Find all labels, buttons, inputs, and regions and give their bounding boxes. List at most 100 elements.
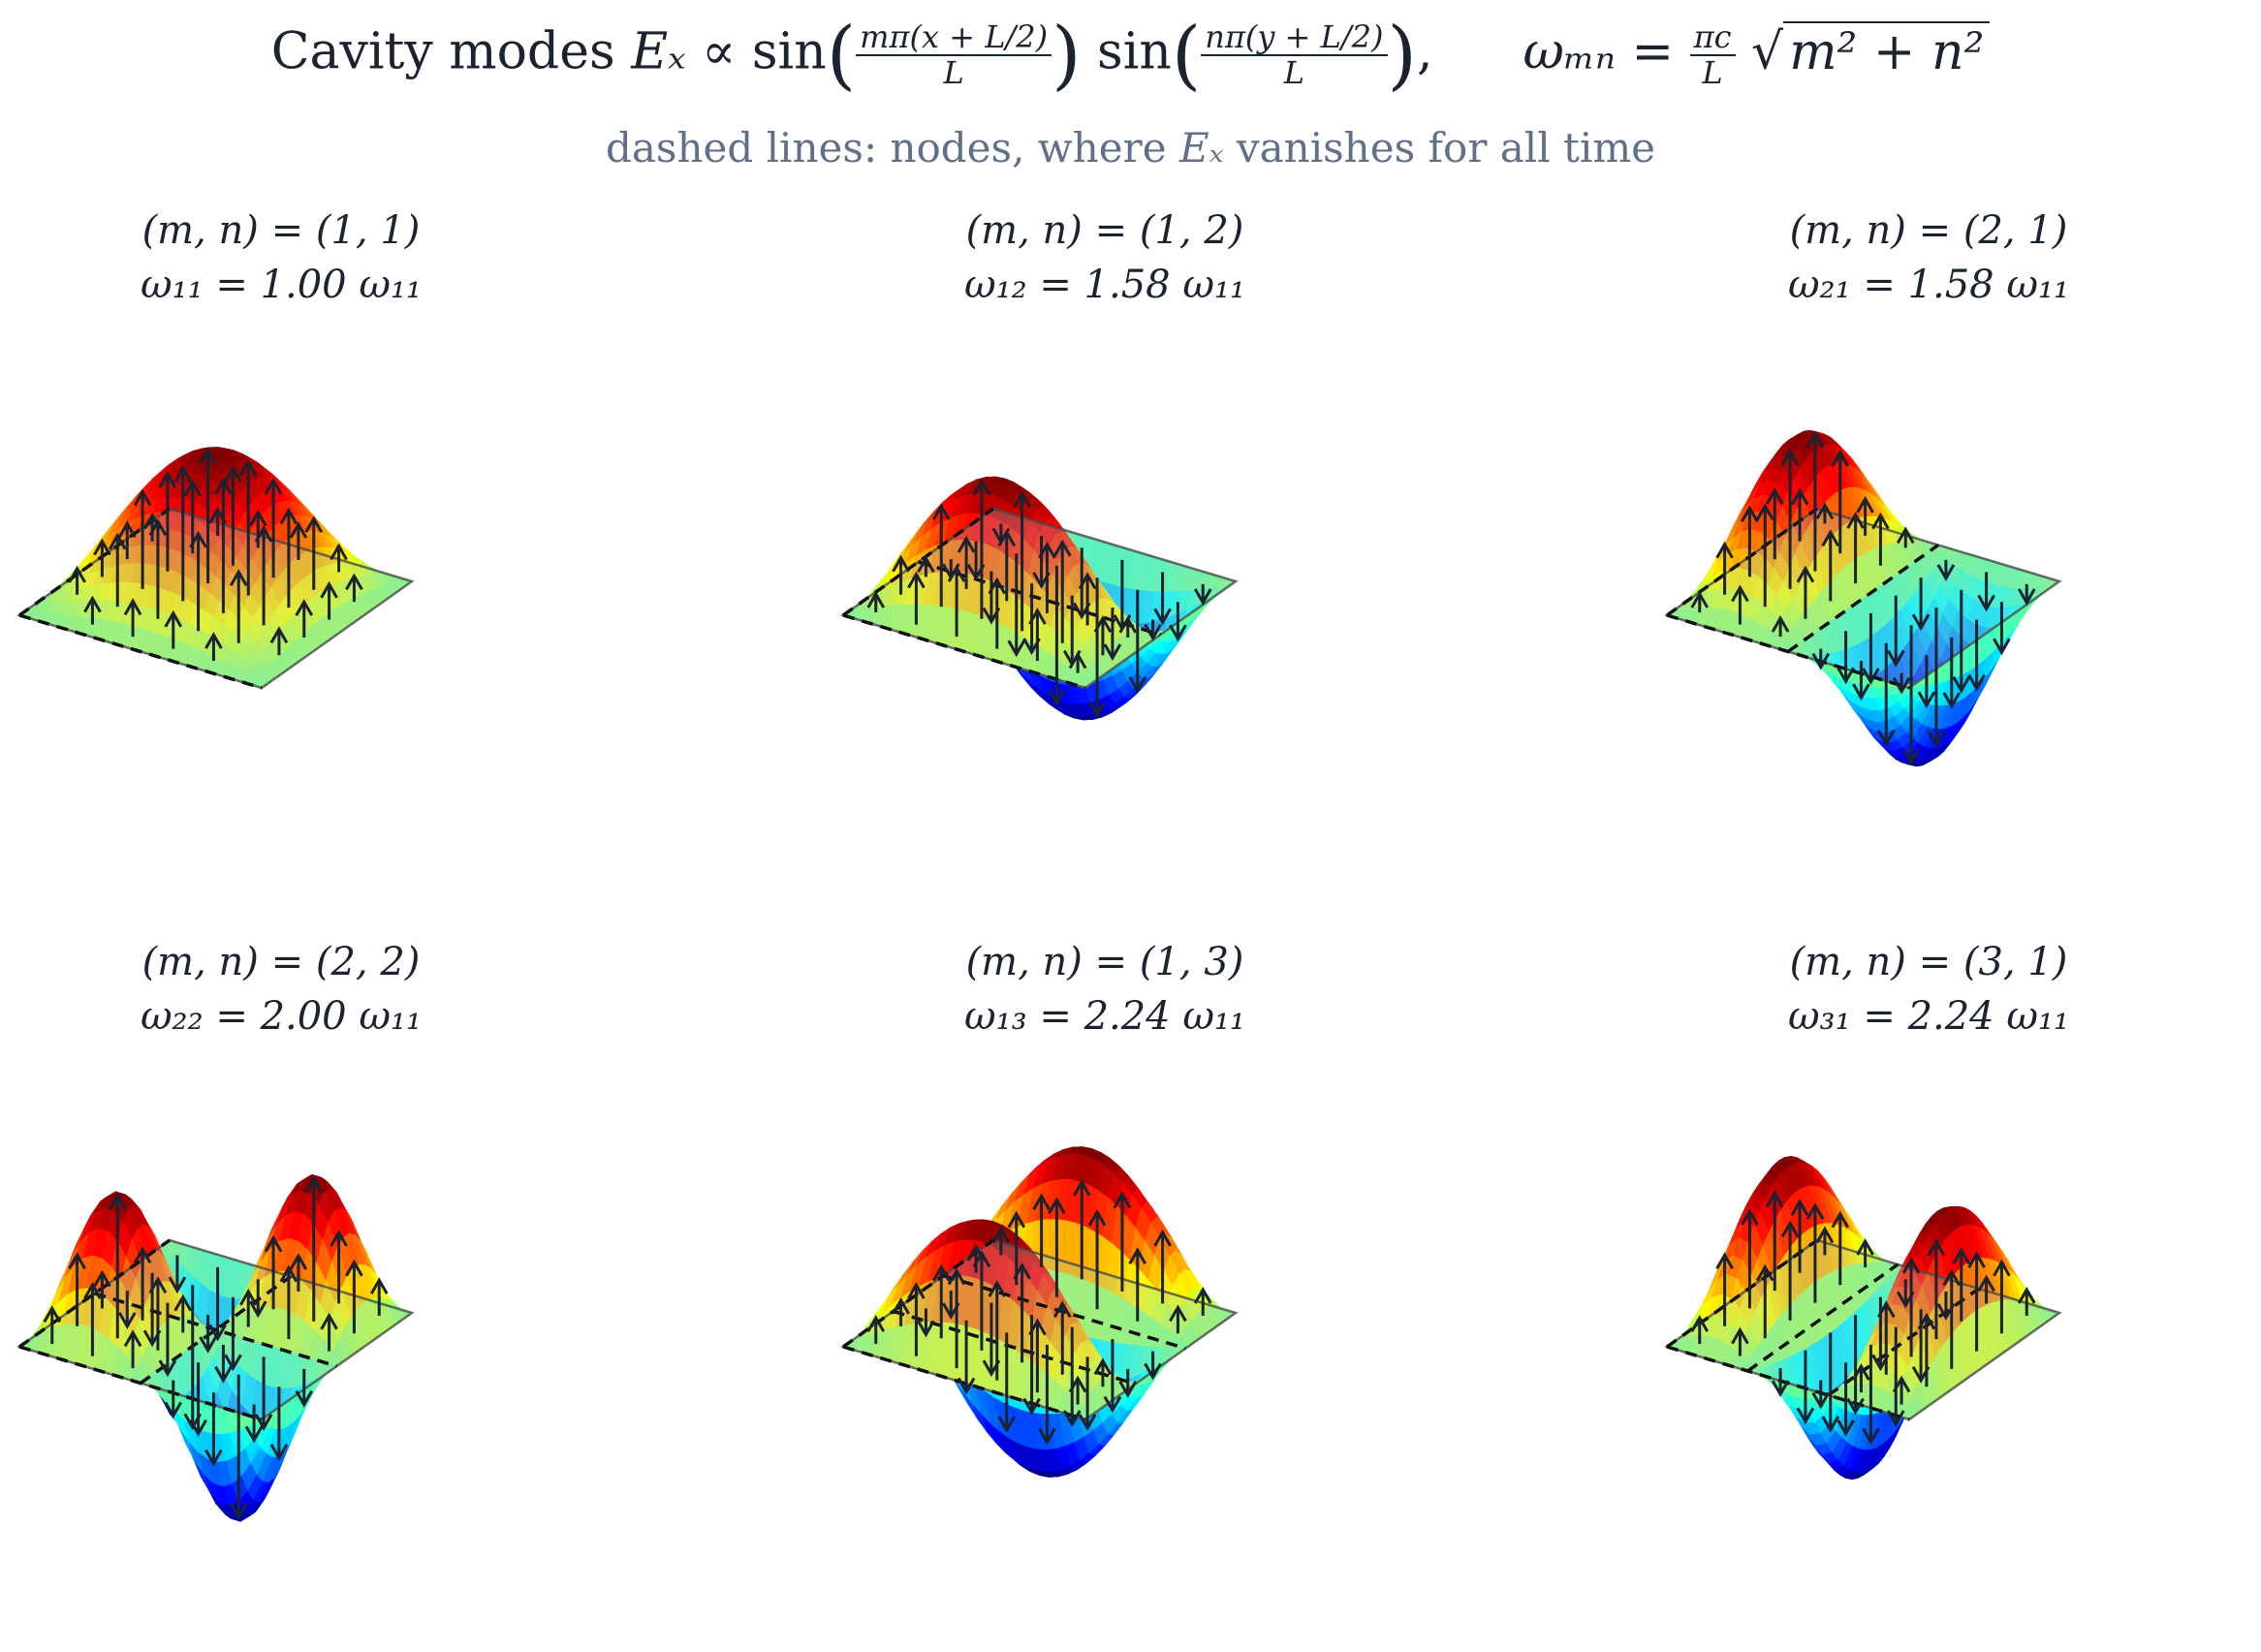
panel-title: (m, n) = (2, 1) ω₂₁ = 1.58 ω₁₁ bbox=[1657, 203, 2200, 312]
field-arrow bbox=[208, 1266, 227, 1342]
field-arrow bbox=[892, 554, 910, 595]
field-arrow bbox=[224, 465, 242, 566]
field-arrow bbox=[1993, 1259, 2011, 1334]
field-arrows bbox=[1690, 1190, 2036, 1446]
field-arrow bbox=[907, 1282, 926, 1356]
mode-label: (m, n) = (1, 3) bbox=[965, 940, 1244, 984]
subtitle-prefix: dashed lines: nodes, where bbox=[606, 124, 1167, 171]
zero-plane bbox=[1664, 507, 2062, 690]
field-arrow bbox=[1128, 1247, 1147, 1322]
field-arrow bbox=[1118, 615, 1138, 638]
field-arrow bbox=[1852, 1363, 1870, 1393]
field-arrow bbox=[173, 1294, 193, 1333]
field-arrow bbox=[189, 1362, 207, 1437]
mode-label: (m, n) = (1, 2) bbox=[965, 208, 1244, 253]
field-arrow bbox=[1028, 1318, 1047, 1393]
mode-label: (m, n) = (2, 1) bbox=[1789, 208, 2068, 253]
field-arrow bbox=[866, 591, 886, 613]
field-arrow bbox=[117, 520, 137, 560]
field-arrows bbox=[68, 447, 363, 662]
field-arrow bbox=[957, 535, 976, 589]
field-arrow bbox=[1927, 1238, 1946, 1340]
node-line bbox=[93, 1292, 338, 1368]
title-paren-close-1: ) bbox=[1052, 12, 1082, 99]
field-arrows bbox=[1690, 430, 2036, 766]
field-arrow bbox=[295, 599, 314, 638]
field-arrow bbox=[108, 532, 127, 608]
field-arrow bbox=[199, 447, 217, 584]
mode-panel: (m, n) = (1, 2) ω₁₂ = 1.58 ω₁₁ bbox=[833, 203, 1512, 920]
field-arrow bbox=[173, 465, 193, 602]
field-arrow bbox=[68, 565, 86, 595]
field-arrow bbox=[866, 1315, 886, 1345]
node-line-boundary bbox=[18, 613, 263, 690]
field-arrow bbox=[248, 1279, 267, 1319]
field-arrow bbox=[1780, 1220, 1800, 1321]
field-arrow bbox=[1815, 1226, 1835, 1256]
title-fraction-1-denominator: L bbox=[943, 54, 964, 91]
field-arrow bbox=[204, 1392, 223, 1467]
field-arrow bbox=[972, 1250, 991, 1351]
field-arrow bbox=[2017, 1286, 2036, 1316]
field-arrow bbox=[1837, 631, 1855, 685]
field-arrow bbox=[988, 1280, 1007, 1381]
field-arrow bbox=[1690, 591, 1710, 613]
title-fraction-2: nπ(y + L/2) L bbox=[1201, 19, 1388, 91]
field-arrow bbox=[1032, 1193, 1051, 1267]
field-arrow bbox=[1821, 529, 1840, 602]
title-sin-1: sin bbox=[751, 22, 827, 81]
field-arrow bbox=[991, 1226, 1011, 1256]
field-arrow bbox=[1144, 1351, 1162, 1381]
field-arrow bbox=[345, 573, 363, 603]
panel-title: (m, n) = (1, 2) ω₁₂ = 1.58 ω₁₁ bbox=[833, 203, 1376, 312]
field-arrow bbox=[1977, 1274, 1995, 1304]
frequency-label: ω₁₃ = 2.24 ω₁₁ bbox=[963, 994, 1246, 1039]
field-arrow bbox=[1765, 487, 1784, 560]
title-propto: ∝ bbox=[702, 22, 737, 81]
field-arrow bbox=[1967, 619, 1986, 692]
field-arrow bbox=[1796, 565, 1815, 619]
mode-surface-plot bbox=[840, 1146, 1239, 1478]
field-arrow bbox=[892, 1296, 910, 1326]
field-arrow bbox=[158, 471, 177, 572]
panel-title: (m, n) = (3, 1) ω₃₁ = 2.24 ω₁₁ bbox=[1657, 935, 2200, 1044]
field-arrow bbox=[229, 1374, 248, 1520]
field-arrow bbox=[304, 1175, 324, 1322]
field-arrow bbox=[330, 543, 348, 573]
field-arrow bbox=[123, 598, 142, 638]
field-arrow bbox=[330, 1229, 348, 1304]
field-arrow bbox=[93, 538, 111, 577]
field-arrow bbox=[1936, 559, 1956, 581]
title-fraction-1: mπ(x + L/2) L bbox=[856, 19, 1052, 91]
node-line-boundary bbox=[842, 613, 1086, 690]
field-arrow bbox=[1917, 1312, 1936, 1387]
field-arrow bbox=[254, 1356, 273, 1431]
field-arrow bbox=[1876, 1300, 1896, 1375]
mode-surface-plot bbox=[1664, 1155, 2062, 1481]
mode-label: (m, n) = (2, 2) bbox=[141, 940, 421, 984]
mode-panel: (m, n) = (1, 3) ω₁₃ = 2.24 ω₁₁ bbox=[833, 935, 1512, 1652]
field-arrow bbox=[1103, 608, 1122, 662]
field-arrow bbox=[917, 555, 935, 577]
field-arrow bbox=[1831, 450, 1850, 554]
field-arrow bbox=[289, 1253, 308, 1292]
field-arrow bbox=[997, 529, 1017, 602]
field-arrow bbox=[1078, 1356, 1097, 1431]
field-arrow bbox=[1093, 615, 1113, 656]
field-arrow bbox=[83, 595, 102, 625]
field-arrow bbox=[148, 518, 168, 619]
field-arrow bbox=[214, 1344, 233, 1384]
field-arrow bbox=[1052, 1300, 1072, 1375]
field-arrow bbox=[320, 1312, 338, 1352]
field-arrow bbox=[133, 1246, 152, 1321]
field-arrow bbox=[972, 478, 991, 619]
field-arrow bbox=[1038, 541, 1056, 613]
panel-title: (m, n) = (1, 1) ω₁₁ = 1.00 ω₁₁ bbox=[10, 203, 552, 312]
field-arrow bbox=[1028, 608, 1047, 662]
title-fraction-2-denominator: L bbox=[1283, 54, 1305, 91]
field-arrow bbox=[1821, 1332, 1840, 1433]
field-arrow bbox=[93, 1269, 111, 1309]
field-arrow bbox=[1862, 1344, 1880, 1446]
mode-label: (m, n) = (3, 1) bbox=[1789, 940, 2068, 984]
field-arrow bbox=[1846, 1315, 1865, 1416]
